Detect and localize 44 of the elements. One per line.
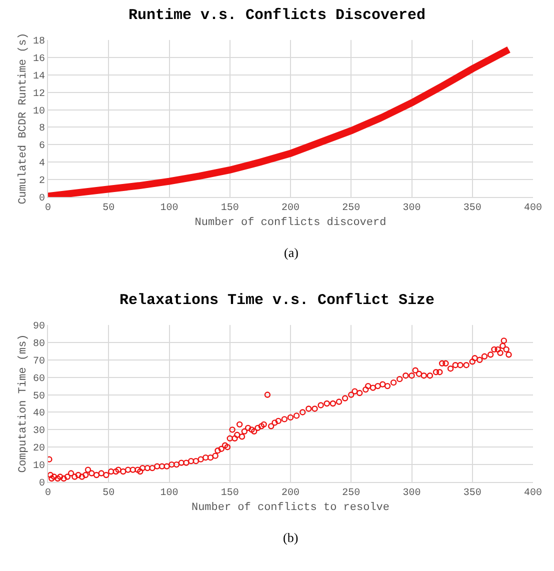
y-tick-label: 0	[38, 194, 45, 204]
y-tick-label: 50	[32, 391, 45, 402]
text: (b)	[283, 530, 298, 545]
y-tick-label: 16	[32, 54, 45, 65]
x-tick-label: 150	[220, 488, 239, 499]
y-tick-label: 6	[38, 141, 45, 152]
x-tick-label: 200	[281, 488, 300, 499]
x-tick-label: 200	[281, 203, 300, 214]
x-tick-label: 400	[524, 488, 542, 499]
x-tick-label: 250	[342, 488, 360, 499]
y-tick-label: 8	[38, 124, 45, 135]
text: (a)	[284, 245, 298, 260]
y-tick-label: 18	[32, 36, 45, 48]
x-tick-label: 300	[402, 488, 421, 499]
y-tick-label: 40	[32, 408, 45, 420]
x-tick-label: 400	[524, 203, 542, 214]
chart-title: Runtime v.s. Conflicts Discovered	[128, 7, 426, 24]
x-tick-label: 100	[160, 203, 178, 214]
x-tick-label: 350	[463, 203, 482, 214]
x-tick-label: 150	[220, 203, 239, 214]
y-tick-label: 0	[38, 478, 45, 490]
y-tick-label: 80	[32, 338, 45, 350]
y-tick-label: 14	[32, 71, 45, 82]
x-tick-label: 100	[160, 488, 178, 499]
y-tick-label: 30	[32, 426, 45, 438]
y-tick-label: 12	[32, 88, 45, 100]
x-tick-label: 300	[402, 203, 421, 214]
x-tick-label: 250	[342, 203, 360, 214]
x-tick-label: 50	[102, 488, 115, 499]
chart-title: Relaxations Time v.s. Conflict Size	[119, 292, 435, 310]
x-axis-title: Number of conflicts discoverd	[194, 217, 386, 230]
y-tick-label: 20	[32, 444, 45, 455]
x-tick-label: 350	[463, 488, 482, 499]
y-tick-label: 90	[32, 322, 45, 332]
x-axis-title: Number of conflicts to resolve	[191, 502, 390, 514]
x-tick-label: 50	[102, 203, 115, 214]
y-axis-title: Cumulated BCDR Runtime (s)	[18, 32, 30, 204]
y-tick-label: 2	[38, 176, 45, 188]
y-tick-label: 10	[32, 106, 45, 118]
y-tick-label: 4	[38, 158, 45, 170]
y-tick-label: 10	[32, 461, 45, 472]
y-axis-title: Computation Time (ms)	[18, 334, 30, 473]
y-tick-label: 60	[32, 374, 45, 385]
y-tick-label: 70	[32, 356, 45, 368]
